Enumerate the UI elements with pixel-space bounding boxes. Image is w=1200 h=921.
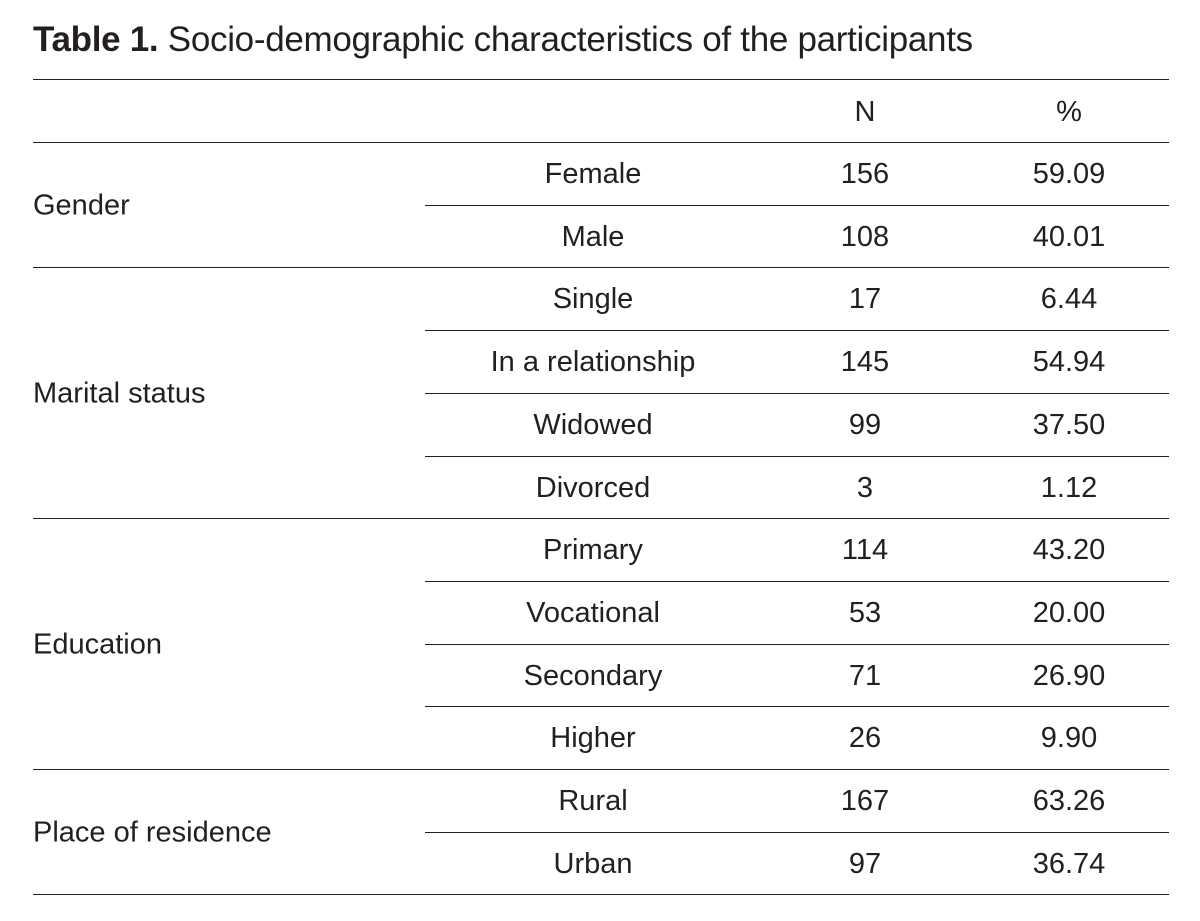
percent-cell: 40.01 [1032,220,1106,253]
group-rule [33,769,1169,770]
n-cell: 145 [840,346,890,379]
row-rule [425,393,1169,394]
group-label: Gender [33,189,130,222]
percent-cell: 63.26 [1032,785,1106,817]
category-cell: Secondary [523,659,663,692]
percent-cell: 54.94 [1032,346,1106,379]
category-cell: Primary [543,534,643,567]
n-cell: 97 [848,847,882,880]
table-row: Vocational 53 20.00 [33,582,1169,644]
row-rule [425,706,1169,707]
header-percent: % [1056,96,1082,128]
group-label: Place of residence [33,816,272,849]
category-cell: Vocational [526,596,660,629]
category-cell: Divorced [535,471,651,504]
table-row: Widowed 99 37.50 [33,394,1169,456]
table-row: Primary 114 43.20 [33,519,1169,581]
group-rule [33,518,1169,519]
table-row: Urban 97 36.74 [33,833,1169,895]
group-rule [33,267,1169,268]
n-cell: 156 [840,158,890,190]
table-caption-label: Table 1. [33,20,159,59]
percent-cell: 6.44 [1040,283,1098,316]
header-n: N [854,96,876,128]
percent-cell: 37.50 [1032,408,1106,441]
percent-cell: 43.20 [1032,534,1106,567]
row-rule [425,456,1169,457]
row-rule [425,330,1169,331]
n-cell: 99 [848,408,882,441]
row-rule [425,644,1169,645]
category-cell: Urban [553,847,633,880]
n-cell: 108 [840,220,890,253]
table-row: Divorced 3 1.12 [33,457,1169,519]
n-cell: 114 [841,534,889,567]
group-label: Education [33,628,162,661]
category-cell: Widowed [533,408,653,441]
group-rule [33,894,1169,895]
percent-cell: 9.90 [1040,722,1098,755]
category-cell: Male [561,220,625,253]
row-rule [425,581,1169,582]
n-cell: 17 [848,283,882,316]
percent-cell: 1.12 [1040,471,1098,504]
table-row: Secondary 71 26.90 [33,645,1169,707]
table-header-row: N % [33,81,1169,143]
n-cell: 3 [856,471,874,504]
percent-cell: 36.74 [1032,847,1106,880]
group-label: Marital status [33,377,206,410]
n-cell: 167 [840,785,890,817]
category-cell: In a relationship [490,346,696,379]
percent-cell: 20.00 [1032,596,1106,629]
category-cell: Rural [558,785,628,817]
row-rule [425,205,1169,206]
table-row: Female 156 59.09 [33,143,1169,205]
table-caption: Table 1. Socio-demographic characteristi… [33,18,973,62]
category-cell: Female [544,158,642,190]
table-caption-text: Socio-demographic characteristics of the… [167,20,973,59]
table-header-rule [33,142,1169,143]
category-cell: Higher [550,722,636,755]
n-cell: 71 [848,659,882,692]
table-row: Male 108 40.01 [33,206,1169,268]
n-cell: 53 [848,596,882,629]
percent-cell: 59.09 [1032,158,1106,190]
n-cell: 26 [848,722,882,755]
percent-cell: 26.90 [1032,659,1106,692]
table-top-rule [33,79,1169,80]
category-cell: Single [552,283,634,316]
table-row: Rural 167 63.26 [33,770,1169,832]
table-row: Single 17 6.44 [33,268,1169,330]
table-row: Higher 26 9.90 [33,707,1169,769]
row-rule [425,832,1169,833]
table-row: In a relationship 145 54.94 [33,331,1169,393]
